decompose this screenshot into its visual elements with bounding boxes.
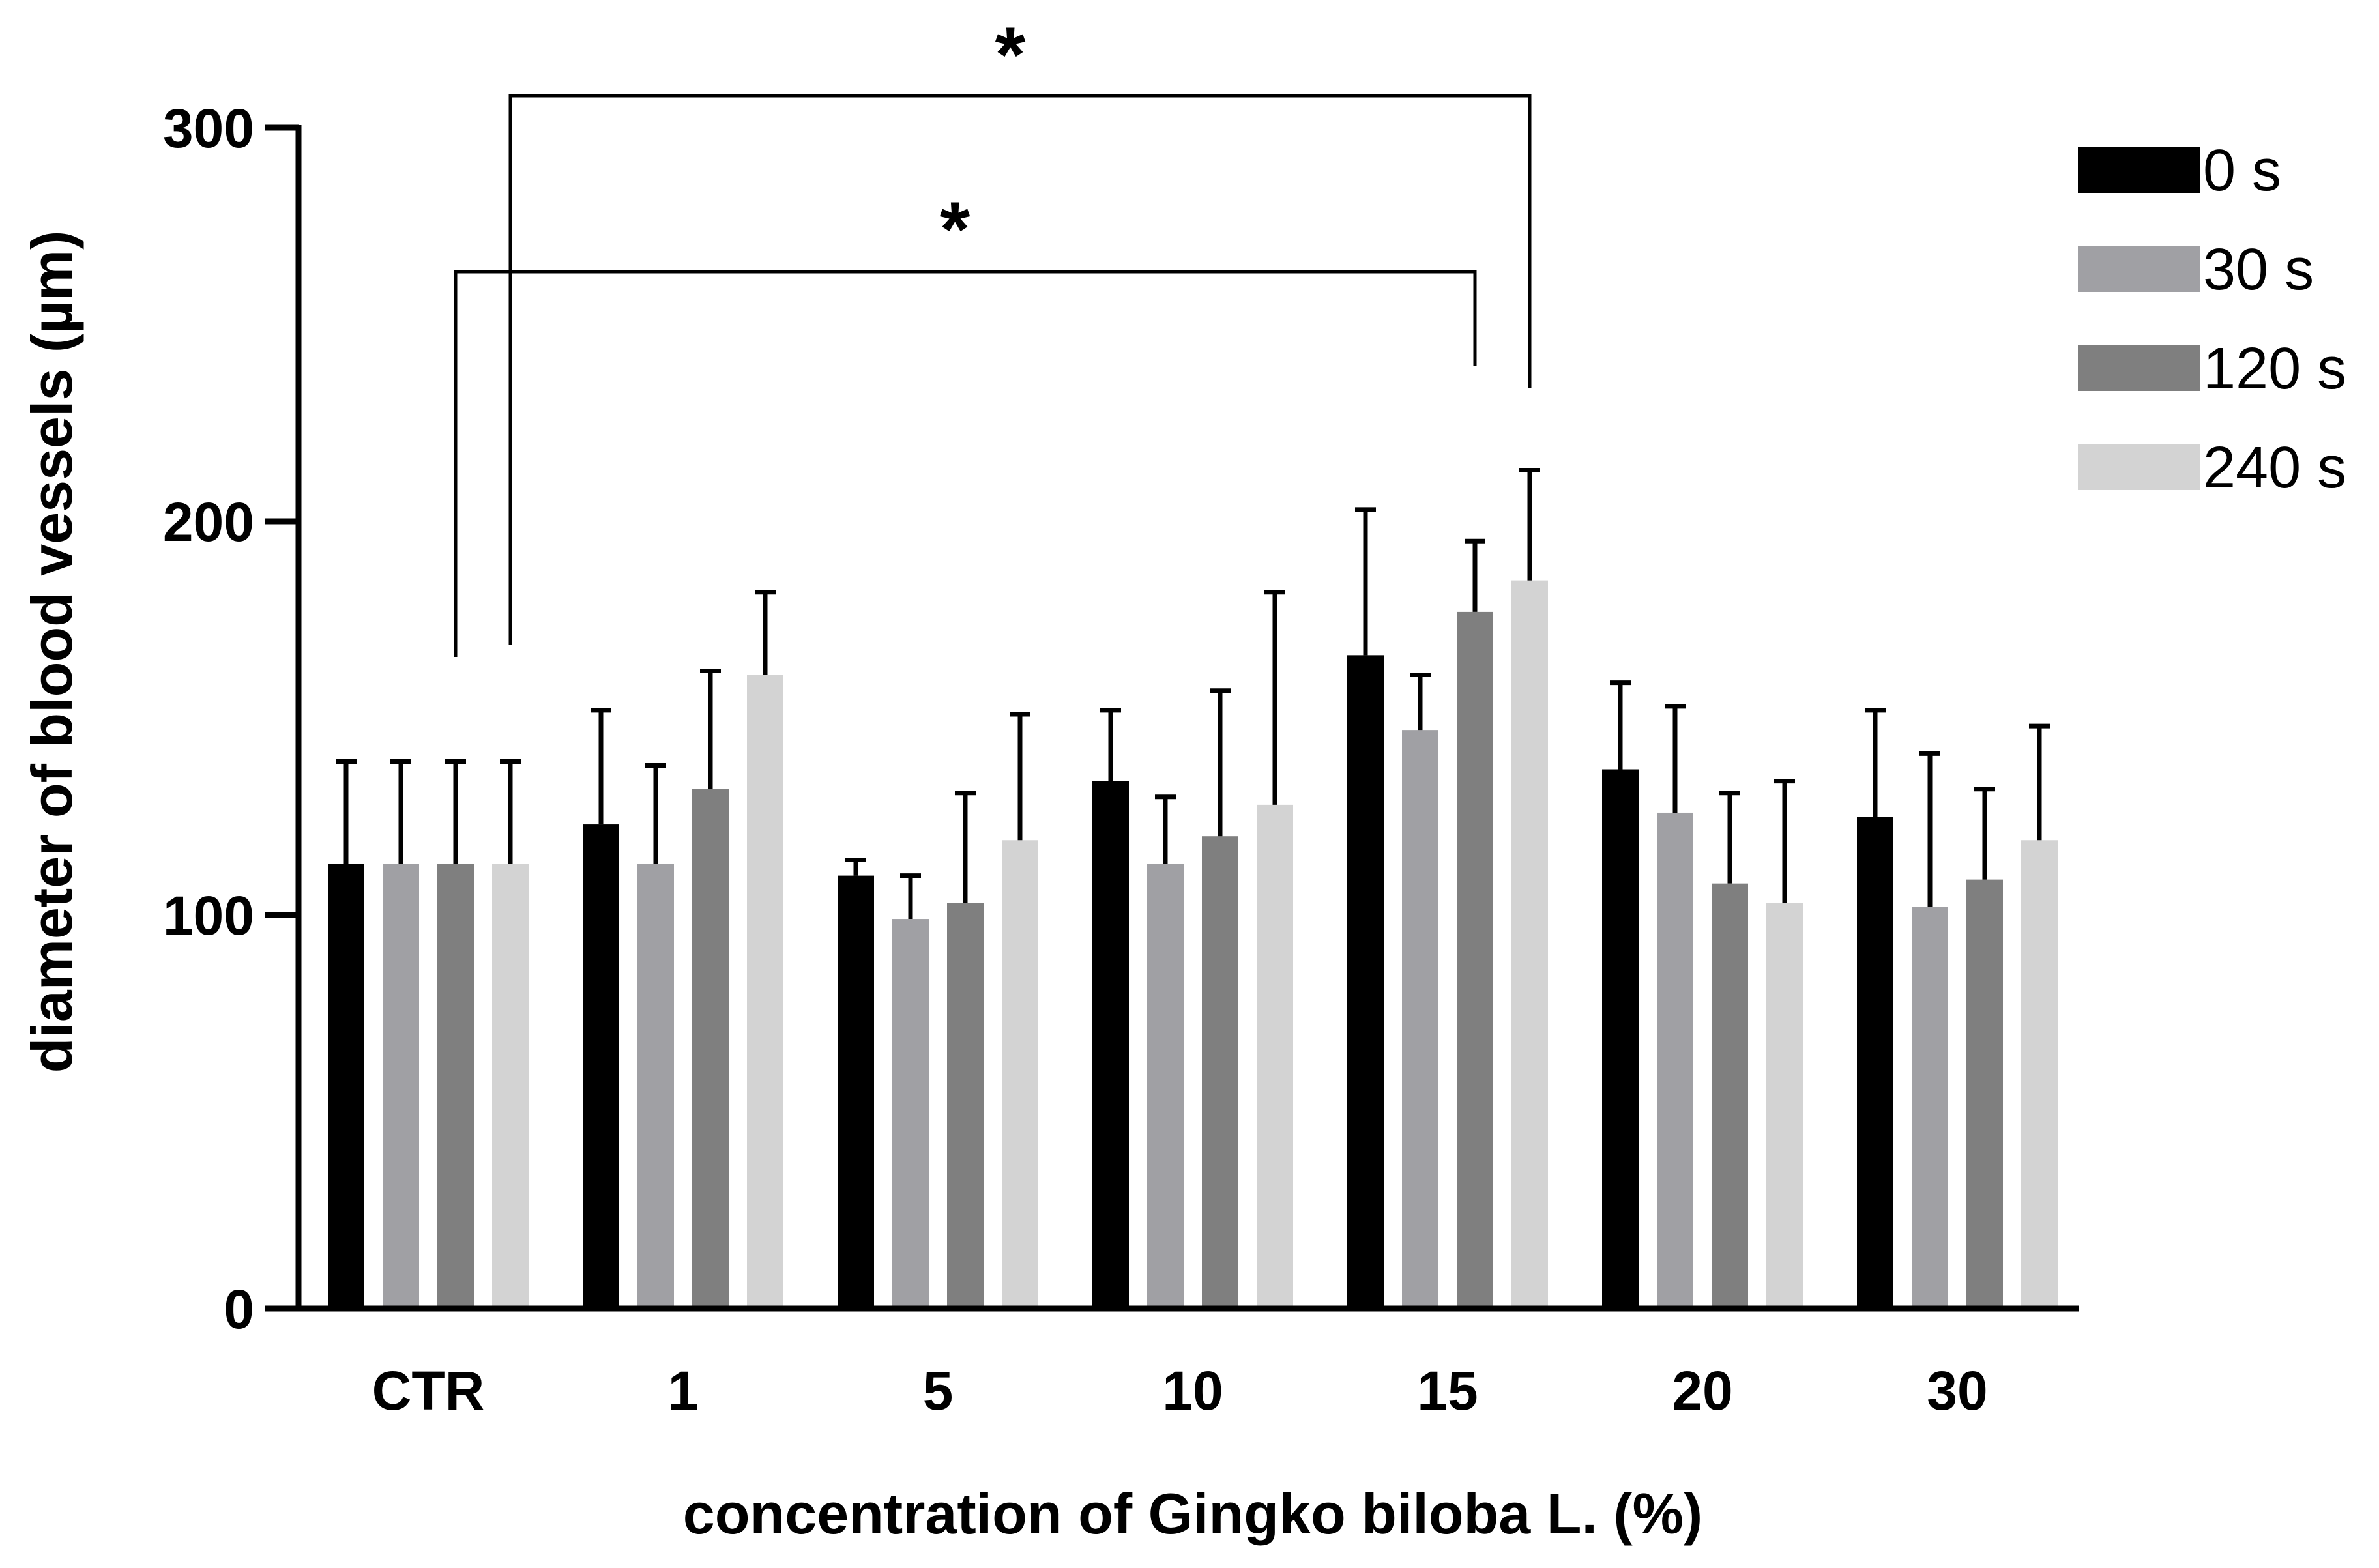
legend-swatch-30s xyxy=(2078,246,2200,292)
y-axis-title: diameter of blood vessels (µm) xyxy=(20,231,84,1073)
bar-10-240s xyxy=(1257,804,1293,1309)
legend-swatch-240s xyxy=(2078,444,2200,490)
bar-20-0s xyxy=(1602,769,1639,1309)
bar-CTR-30s xyxy=(383,864,419,1309)
bar-20-30s xyxy=(1657,812,1693,1309)
bar-1-120s xyxy=(692,789,729,1309)
y-tick-label: 300 xyxy=(163,98,254,159)
bar-CTR-0s xyxy=(328,864,364,1309)
bar-30-240s xyxy=(2021,840,2058,1309)
bar-1-240s xyxy=(747,675,783,1309)
x-tick-label: 5 xyxy=(923,1360,954,1421)
bar-CTR-120s xyxy=(437,864,474,1309)
x-tick-label: CTR xyxy=(372,1360,485,1421)
x-tick-label: 15 xyxy=(1417,1360,1478,1421)
bar-5-30s xyxy=(892,919,929,1309)
legend-swatch-120s xyxy=(2078,345,2200,391)
bar-5-240s xyxy=(1002,840,1038,1309)
x-axis-title: concentration of Gingko biloba L. (%) xyxy=(683,1481,1702,1546)
x-tick-label: 20 xyxy=(1672,1360,1732,1421)
legend-label: 120 s xyxy=(2203,336,2346,401)
bar-5-120s xyxy=(947,903,984,1309)
bar-1-0s xyxy=(583,824,619,1309)
legend-label: 240 s xyxy=(2203,435,2346,501)
significance-bracket xyxy=(508,94,1532,645)
bar-1-30s xyxy=(637,864,674,1309)
bar-15-120s xyxy=(1457,611,1493,1309)
legend-label: 30 s xyxy=(2203,237,2314,302)
x-tick-label: 30 xyxy=(1927,1360,1987,1421)
legend-swatch-0s xyxy=(2078,147,2200,193)
bar-30-0s xyxy=(1857,817,1893,1309)
bar-15-0s xyxy=(1347,655,1384,1309)
x-tick-label: 1 xyxy=(668,1360,699,1421)
bar-10-30s xyxy=(1147,864,1184,1309)
bar-20-240s xyxy=(1766,903,1803,1309)
bars-group xyxy=(328,580,2058,1309)
significance-star: * xyxy=(995,11,1026,98)
bar-30-120s xyxy=(1966,879,2003,1309)
x-tick-label: 10 xyxy=(1162,1360,1223,1421)
significance-star: * xyxy=(940,186,971,273)
error-bars-group xyxy=(336,467,2050,920)
y-tick-label: 200 xyxy=(163,491,254,553)
bar-15-30s xyxy=(1402,730,1438,1309)
y-tick-label: 0 xyxy=(224,1279,254,1340)
bar-30-30s xyxy=(1912,907,1948,1309)
legend-label: 0 s xyxy=(2203,138,2281,203)
bar-20-120s xyxy=(1712,883,1748,1309)
significance-group: ** xyxy=(454,11,1532,657)
bar-CTR-240s xyxy=(492,864,529,1309)
bar-10-120s xyxy=(1202,836,1238,1309)
legend: 0 s 30 s 120 s 240 s xyxy=(2078,138,2346,501)
bar-15-240s xyxy=(1511,580,1548,1309)
bar-5-0s xyxy=(838,875,874,1309)
y-tick-label: 100 xyxy=(163,885,254,946)
bar-10-0s xyxy=(1092,781,1129,1309)
significance-bracket xyxy=(454,270,1477,657)
